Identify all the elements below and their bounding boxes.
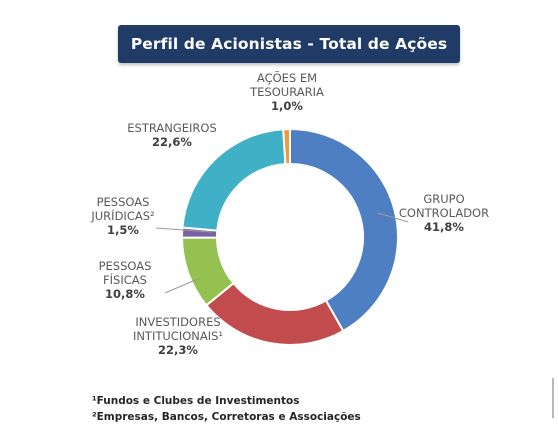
footnotes: ¹Fundos e Clubes de Investimentos ²Empre… — [92, 393, 361, 425]
slice-value-label: 41,8% — [424, 220, 464, 234]
slice-value-label: 1,0% — [271, 99, 303, 113]
slice-category-label: PESSOAS — [97, 195, 150, 209]
slice-category-label: FÍSICAS — [103, 272, 147, 287]
slice-value-label: 10,8% — [105, 287, 145, 301]
footnote-1: ¹Fundos e Clubes de Investimentos — [92, 395, 300, 407]
slice-category-label: JURÍDICAS² — [90, 208, 154, 223]
footnote-2: ²Empresas, Bancos, Corretoras e Associaç… — [92, 411, 361, 423]
edge-divider — [552, 378, 554, 418]
chart-title: Perfil de Acionistas - Total de Ações — [118, 25, 460, 63]
leader-line — [155, 227, 213, 233]
slice-category-label: PESSOAS — [99, 259, 152, 273]
slice-category-label: ESTRANGEIROS — [127, 121, 217, 135]
slice-value-label: 22,6% — [152, 135, 192, 149]
donut-slice — [181, 128, 287, 232]
slice-category-label: CONTROLADOR — [399, 206, 489, 220]
slice-category-label: INVESTIDORES — [135, 315, 220, 329]
slice-category-label: GRUPO — [423, 192, 464, 206]
slice-category-label: INTITUCIONAIS¹ — [133, 329, 223, 343]
donut-slice — [289, 127, 399, 333]
slice-value-label: 22,3% — [158, 343, 198, 357]
leader-line — [377, 212, 409, 223]
slice-category-label: TESOURARIA — [249, 85, 324, 99]
leader-line — [164, 277, 201, 294]
donut-slice — [282, 127, 291, 166]
donut-slice — [204, 281, 345, 346]
slice-category-label: AÇÕES EM — [257, 70, 317, 85]
slice-value-label: 1,5% — [107, 223, 139, 237]
